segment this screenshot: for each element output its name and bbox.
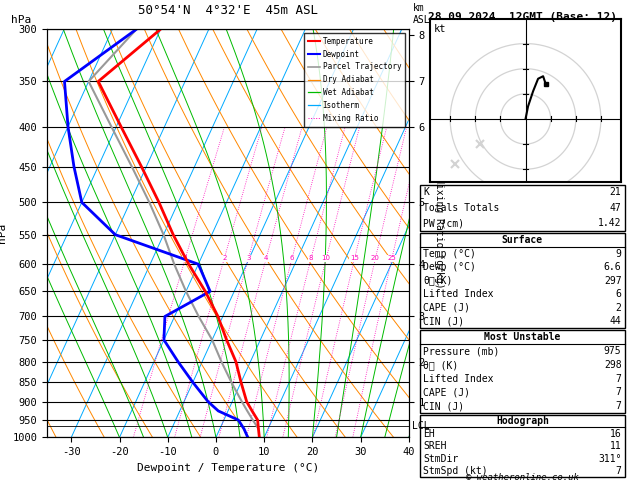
- Text: kt: kt: [433, 24, 446, 35]
- Text: Lifted Index: Lifted Index: [423, 289, 494, 299]
- Text: 6: 6: [290, 256, 294, 261]
- Text: Totals Totals: Totals Totals: [423, 203, 499, 213]
- Text: 298: 298: [604, 360, 621, 370]
- Text: Temp (°C): Temp (°C): [423, 248, 476, 259]
- X-axis label: Dewpoint / Temperature (°C): Dewpoint / Temperature (°C): [137, 463, 319, 473]
- Text: © weatheronline.co.uk: © weatheronline.co.uk: [466, 473, 579, 482]
- Text: hPa: hPa: [11, 15, 31, 25]
- Text: 16: 16: [610, 429, 621, 439]
- Text: LCL: LCL: [413, 421, 430, 432]
- Text: 975: 975: [604, 346, 621, 356]
- Text: CIN (J): CIN (J): [423, 316, 464, 326]
- Text: 1.42: 1.42: [598, 218, 621, 228]
- Text: 20: 20: [371, 256, 380, 261]
- Text: PW (cm): PW (cm): [423, 218, 464, 228]
- Text: 1: 1: [183, 256, 187, 261]
- Text: Hodograph: Hodograph: [496, 417, 549, 426]
- Text: 10: 10: [321, 256, 331, 261]
- Text: 11: 11: [610, 441, 621, 451]
- Text: 6.6: 6.6: [604, 262, 621, 272]
- Y-axis label: Mixing Ratio (g/kg): Mixing Ratio (g/kg): [434, 177, 444, 289]
- Text: EH: EH: [423, 429, 435, 439]
- Text: 7: 7: [616, 466, 621, 476]
- Text: 21: 21: [610, 188, 621, 197]
- Text: 3: 3: [246, 256, 250, 261]
- Text: 47: 47: [610, 203, 621, 213]
- Text: 297: 297: [604, 276, 621, 286]
- Text: 4: 4: [264, 256, 269, 261]
- Text: Surface: Surface: [502, 235, 543, 245]
- Text: 7: 7: [616, 374, 621, 383]
- Text: 2: 2: [616, 303, 621, 313]
- Text: 6: 6: [616, 289, 621, 299]
- Text: 7: 7: [616, 387, 621, 398]
- Text: CAPE (J): CAPE (J): [423, 387, 470, 398]
- Text: Most Unstable: Most Unstable: [484, 332, 560, 342]
- Text: SREH: SREH: [423, 441, 447, 451]
- Text: 28.09.2024  12GMT (Base: 12): 28.09.2024 12GMT (Base: 12): [428, 12, 616, 22]
- Text: θᴇ (K): θᴇ (K): [423, 360, 459, 370]
- Legend: Temperature, Dewpoint, Parcel Trajectory, Dry Adiabat, Wet Adiabat, Isotherm, Mi: Temperature, Dewpoint, Parcel Trajectory…: [304, 33, 405, 126]
- Text: CIN (J): CIN (J): [423, 401, 464, 411]
- Text: 2: 2: [222, 256, 226, 261]
- Text: Pressure (mb): Pressure (mb): [423, 346, 499, 356]
- Text: 25: 25: [387, 256, 396, 261]
- Text: 8: 8: [309, 256, 313, 261]
- Text: 15: 15: [350, 256, 359, 261]
- Text: CAPE (J): CAPE (J): [423, 303, 470, 313]
- Text: 311°: 311°: [598, 453, 621, 464]
- Text: θᴇ(K): θᴇ(K): [423, 276, 453, 286]
- Text: K: K: [423, 188, 429, 197]
- Text: 44: 44: [610, 316, 621, 326]
- Text: Dewp (°C): Dewp (°C): [423, 262, 476, 272]
- Text: StmSpd (kt): StmSpd (kt): [423, 466, 488, 476]
- Text: StmDir: StmDir: [423, 453, 459, 464]
- Text: Lifted Index: Lifted Index: [423, 374, 494, 383]
- Text: 7: 7: [616, 401, 621, 411]
- Text: 50°54'N  4°32'E  45m ASL: 50°54'N 4°32'E 45m ASL: [138, 4, 318, 17]
- Text: 9: 9: [616, 248, 621, 259]
- Text: km
ASL: km ASL: [413, 3, 430, 25]
- Y-axis label: hPa: hPa: [0, 223, 7, 243]
